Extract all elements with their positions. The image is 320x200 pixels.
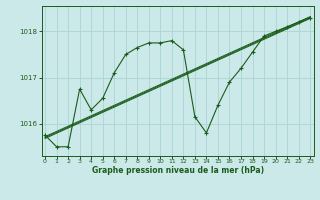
X-axis label: Graphe pression niveau de la mer (hPa): Graphe pression niveau de la mer (hPa) bbox=[92, 166, 264, 175]
